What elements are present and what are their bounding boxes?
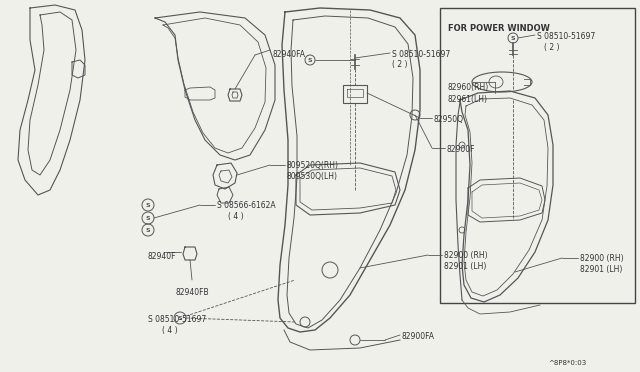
Text: S: S xyxy=(146,228,150,232)
Text: S: S xyxy=(146,215,150,221)
Text: 82900F: 82900F xyxy=(447,145,476,154)
Text: 82900 (RH): 82900 (RH) xyxy=(444,251,488,260)
Text: 809530Q(LH): 809530Q(LH) xyxy=(287,172,338,181)
Text: S: S xyxy=(178,315,182,321)
Text: 82940F: 82940F xyxy=(148,252,177,261)
Text: ( 2 ): ( 2 ) xyxy=(544,43,559,52)
Bar xyxy=(343,85,367,103)
Text: 82940FB: 82940FB xyxy=(175,288,209,297)
Text: ( 4 ): ( 4 ) xyxy=(162,326,178,335)
Text: S: S xyxy=(308,58,312,62)
Text: 82940FA: 82940FA xyxy=(273,50,306,59)
Text: 82900FA: 82900FA xyxy=(402,332,435,341)
Text: S 08510-51697: S 08510-51697 xyxy=(537,32,595,41)
Text: S: S xyxy=(146,202,150,208)
Text: ( 4 ): ( 4 ) xyxy=(228,212,244,221)
Text: 82900 (RH): 82900 (RH) xyxy=(580,254,623,263)
Text: S 08566-6162A: S 08566-6162A xyxy=(217,201,276,210)
Text: S 08510-51697: S 08510-51697 xyxy=(392,50,451,59)
Text: S: S xyxy=(511,35,515,41)
Text: 82901 (LH): 82901 (LH) xyxy=(580,265,622,274)
Text: 82960(RH): 82960(RH) xyxy=(448,83,489,92)
Text: 82961(LH): 82961(LH) xyxy=(448,95,488,104)
Text: 82901 (LH): 82901 (LH) xyxy=(444,262,486,271)
Text: 809520Q(RH): 809520Q(RH) xyxy=(287,161,339,170)
Text: S 08510-51697: S 08510-51697 xyxy=(148,315,206,324)
Text: FOR POWER WINDOW: FOR POWER WINDOW xyxy=(448,24,550,33)
Bar xyxy=(440,8,635,303)
Text: 82950Q: 82950Q xyxy=(434,115,464,124)
Text: ^8P8*0:03: ^8P8*0:03 xyxy=(548,360,586,366)
Text: ( 2 ): ( 2 ) xyxy=(392,60,408,69)
